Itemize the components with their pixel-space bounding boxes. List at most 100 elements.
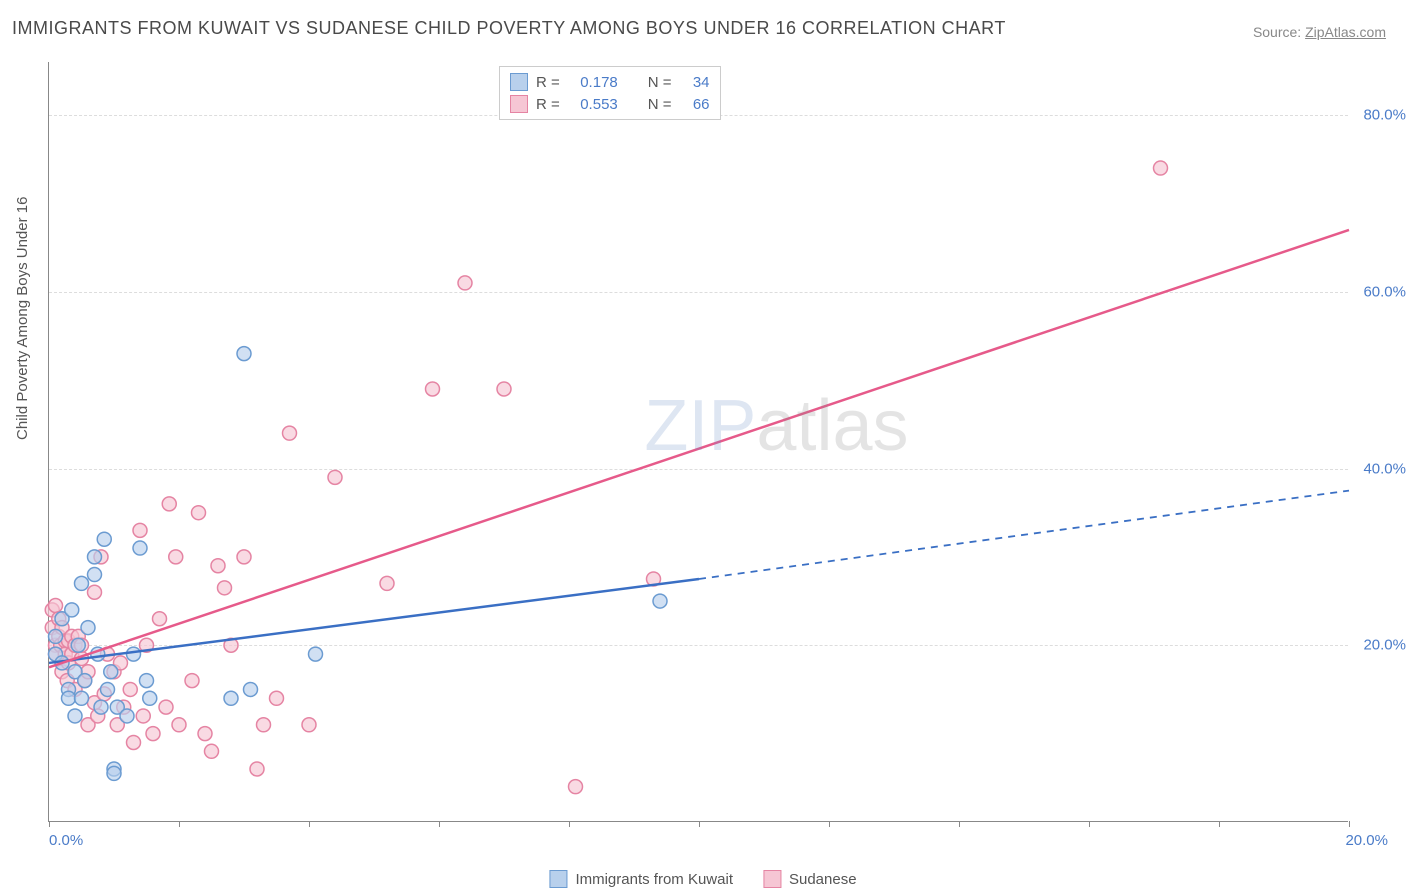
scatter-point-sudanese	[283, 426, 297, 440]
scatter-point-kuwait	[653, 594, 667, 608]
scatter-point-sudanese	[123, 682, 137, 696]
scatter-point-sudanese	[133, 523, 147, 537]
scatter-point-sudanese	[88, 585, 102, 599]
legend-swatch-kuwait	[510, 73, 528, 91]
scatter-point-sudanese	[211, 559, 225, 573]
source-prefix: Source:	[1253, 24, 1305, 40]
n-value-sudanese: 66	[680, 96, 710, 113]
scatter-point-sudanese	[146, 727, 160, 741]
scatter-plot	[49, 62, 1348, 821]
x-tick-mark	[49, 821, 50, 827]
corr-legend-row-kuwait: R =0.178N =34	[510, 71, 710, 93]
scatter-point-sudanese	[169, 550, 183, 564]
scatter-point-sudanese	[172, 718, 186, 732]
regression-line-kuwait	[49, 579, 699, 663]
plot-area: 20.0%40.0%60.0%80.0% 0.0%20.0% ZIPatlas …	[48, 62, 1348, 822]
scatter-point-kuwait	[71, 638, 85, 652]
scatter-point-kuwait	[104, 665, 118, 679]
scatter-point-kuwait	[133, 541, 147, 555]
n-label: N =	[648, 74, 672, 91]
legend-item-sudanese[interactable]: Sudanese	[763, 870, 857, 888]
scatter-point-sudanese	[380, 576, 394, 590]
scatter-point-sudanese	[497, 382, 511, 396]
scatter-point-kuwait	[97, 532, 111, 546]
scatter-point-kuwait	[101, 682, 115, 696]
source-attribution: Source: ZipAtlas.com	[1253, 24, 1386, 40]
scatter-point-kuwait	[49, 629, 63, 643]
correlation-legend: R =0.178N =34R =0.553N =66	[499, 66, 721, 120]
scatter-point-kuwait	[224, 691, 238, 705]
x-tick-label: 20.0%	[1345, 832, 1388, 849]
source-link[interactable]: ZipAtlas.com	[1305, 24, 1386, 40]
x-tick-mark	[179, 821, 180, 827]
scatter-point-kuwait	[309, 647, 323, 661]
scatter-point-kuwait	[120, 709, 134, 723]
x-tick-mark	[699, 821, 700, 827]
x-tick-mark	[309, 821, 310, 827]
x-tick-mark	[569, 821, 570, 827]
scatter-point-sudanese	[237, 550, 251, 564]
scatter-point-sudanese	[1154, 161, 1168, 175]
y-tick-label: 80.0%	[1363, 107, 1406, 124]
scatter-point-sudanese	[458, 276, 472, 290]
scatter-point-sudanese	[569, 780, 583, 794]
scatter-point-sudanese	[302, 718, 316, 732]
x-tick-mark	[1089, 821, 1090, 827]
legend-label-kuwait: Immigrants from Kuwait	[575, 871, 733, 888]
scatter-point-kuwait	[237, 347, 251, 361]
scatter-point-sudanese	[328, 470, 342, 484]
scatter-point-kuwait	[107, 766, 121, 780]
legend-swatch-kuwait-bottom	[549, 870, 567, 888]
x-tick-label: 0.0%	[49, 832, 83, 849]
regression-line-dashed-kuwait	[699, 491, 1349, 579]
x-tick-mark	[439, 821, 440, 827]
corr-legend-row-sudanese: R = 0.553 N = 66	[510, 93, 710, 115]
y-tick-label: 20.0%	[1363, 637, 1406, 654]
r-value-kuwait: 0.178	[568, 74, 618, 91]
x-tick-mark	[1219, 821, 1220, 827]
chart-title: IMMIGRANTS FROM KUWAIT VS SUDANESE CHILD…	[12, 18, 1006, 39]
scatter-point-sudanese	[49, 598, 63, 612]
scatter-point-sudanese	[426, 382, 440, 396]
scatter-point-kuwait	[244, 682, 258, 696]
chart-container: IMMIGRANTS FROM KUWAIT VS SUDANESE CHILD…	[0, 0, 1406, 892]
scatter-point-sudanese	[257, 718, 271, 732]
y-tick-label: 40.0%	[1363, 460, 1406, 477]
y-tick-label: 60.0%	[1363, 283, 1406, 300]
scatter-point-sudanese	[127, 735, 141, 749]
scatter-point-sudanese	[205, 744, 219, 758]
legend-label-sudanese: Sudanese	[789, 871, 857, 888]
scatter-point-sudanese	[250, 762, 264, 776]
scatter-point-kuwait	[143, 691, 157, 705]
scatter-point-kuwait	[140, 674, 154, 688]
scatter-point-sudanese	[162, 497, 176, 511]
scatter-point-kuwait	[94, 700, 108, 714]
legend-swatch-sudanese	[510, 95, 528, 113]
y-axis-label: Child Poverty Among Boys Under 16	[14, 197, 31, 440]
scatter-point-sudanese	[198, 727, 212, 741]
scatter-point-sudanese	[270, 691, 284, 705]
r-label: R =	[536, 96, 560, 113]
legend-swatch-sudanese-bottom	[763, 870, 781, 888]
series-legend: Immigrants from Kuwait Sudanese	[549, 870, 856, 888]
scatter-point-kuwait	[127, 647, 141, 661]
scatter-point-kuwait	[78, 674, 92, 688]
r-value-sudanese: 0.553	[568, 96, 618, 113]
scatter-point-kuwait	[81, 621, 95, 635]
r-label: R =	[536, 74, 560, 91]
n-label: N =	[648, 96, 672, 113]
scatter-point-kuwait	[65, 603, 79, 617]
x-tick-mark	[959, 821, 960, 827]
scatter-point-kuwait	[68, 709, 82, 723]
x-tick-mark	[1349, 821, 1350, 827]
scatter-point-sudanese	[153, 612, 167, 626]
scatter-point-sudanese	[192, 506, 206, 520]
scatter-point-sudanese	[185, 674, 199, 688]
x-tick-mark	[829, 821, 830, 827]
legend-item-kuwait[interactable]: Immigrants from Kuwait	[549, 870, 733, 888]
scatter-point-sudanese	[136, 709, 150, 723]
scatter-point-kuwait	[62, 691, 76, 705]
scatter-point-kuwait	[88, 568, 102, 582]
scatter-point-kuwait	[75, 691, 89, 705]
scatter-point-sudanese	[218, 581, 232, 595]
